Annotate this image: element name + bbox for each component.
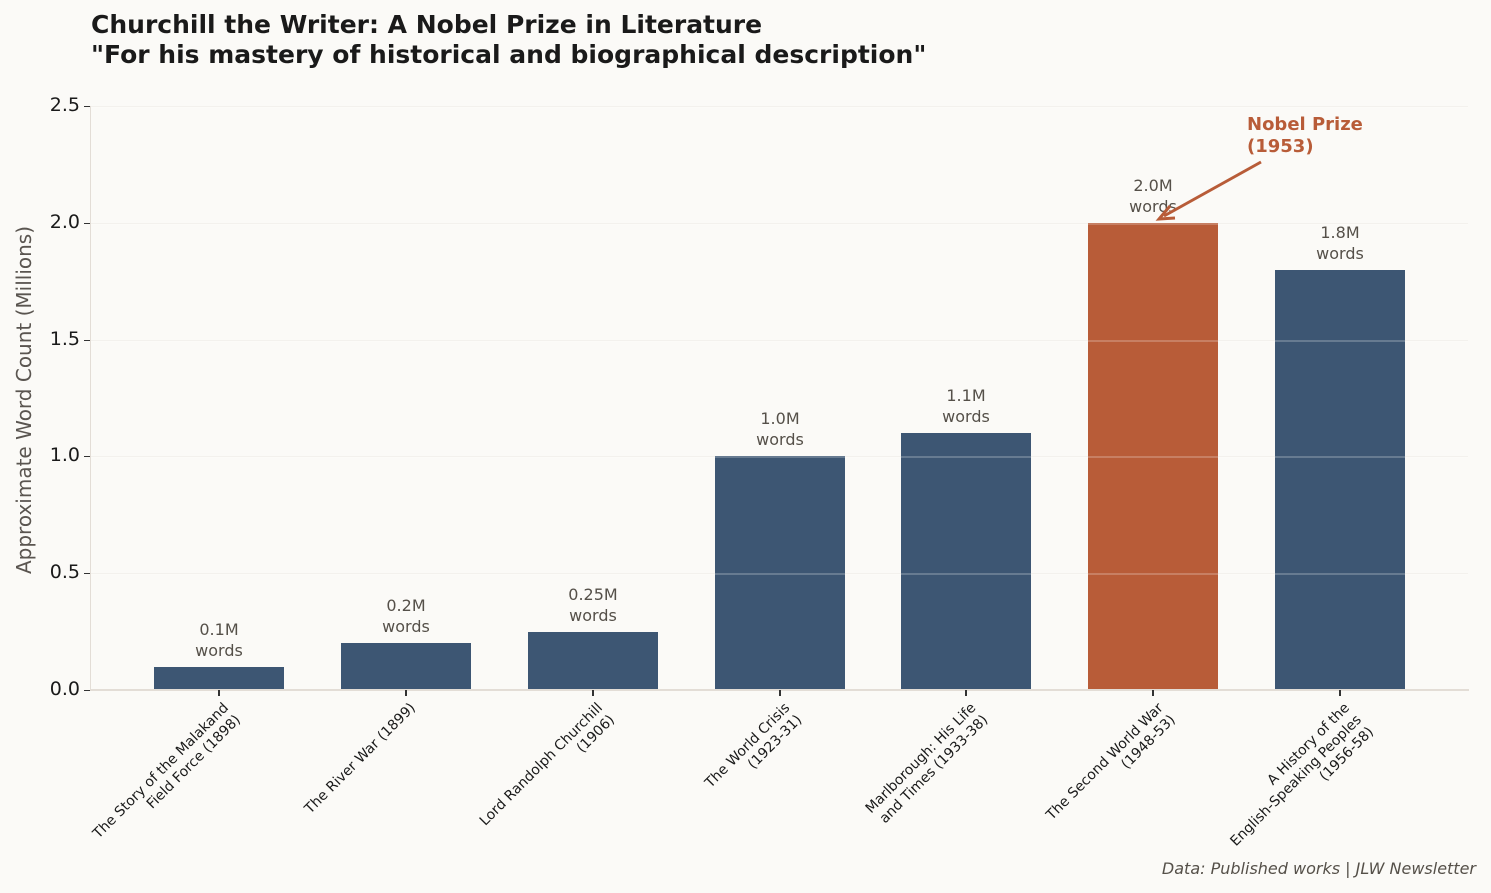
plot-area: 0.1M words 0.2M words 0.25M words 1.0M word…	[91, 106, 1468, 691]
chart-title: Churchill the Writer: A Nobel Prize in L…	[91, 10, 927, 69]
gridline-overlay	[91, 222, 1468, 225]
y-tick-label: 0.0	[49, 678, 80, 700]
y-tick-label: 2.5	[49, 94, 80, 116]
source-note: Data: Published works | JLW Newsletter	[1161, 859, 1476, 878]
bar-value-label: 1.8M words	[1316, 222, 1364, 263]
bar	[528, 631, 658, 690]
bar	[341, 643, 471, 690]
y-tick	[84, 106, 90, 107]
y-tick-label: 2.0	[49, 210, 80, 233]
bar	[715, 456, 845, 690]
y-tick	[84, 573, 90, 575]
bar-value-label: 1.1M words	[942, 386, 990, 427]
gridline	[91, 222, 1468, 224]
x-tick	[1339, 690, 1341, 696]
x-tick	[779, 690, 781, 696]
x-tick	[218, 690, 220, 696]
y-tick	[84, 222, 90, 224]
bar-value-label: 2.0M words	[1129, 175, 1177, 216]
y-tick-label: 1.0	[49, 444, 80, 467]
x-tick	[592, 690, 594, 696]
y-axis-line	[90, 106, 91, 691]
bar-value-label: 0.1M words	[195, 619, 243, 660]
bar-value-label: 0.2M words	[382, 596, 430, 637]
bar	[1275, 269, 1405, 690]
y-tick	[84, 456, 90, 458]
y-tick-label: 1.5	[49, 327, 80, 350]
bar	[1088, 222, 1218, 690]
y-tick-label: 0.5	[49, 561, 80, 584]
bar	[154, 666, 284, 690]
y-tick	[84, 339, 90, 341]
bar-value-label: 1.0M words	[756, 409, 804, 450]
gridline-overlay	[91, 573, 1468, 576]
gridline-overlay	[91, 339, 1468, 342]
bar	[901, 433, 1031, 690]
x-tick	[1152, 690, 1154, 696]
bar-value-label: 0.25M words	[568, 584, 618, 625]
y-tick	[84, 690, 90, 691]
gridline-overlay	[91, 106, 1468, 108]
x-tick	[405, 690, 407, 696]
nobel-prize-annotation: Nobel Prize (1953)	[1247, 114, 1363, 157]
gridline	[91, 106, 1468, 107]
gridline	[91, 339, 1468, 341]
x-tick	[965, 690, 967, 696]
gridline-overlay	[91, 456, 1468, 459]
